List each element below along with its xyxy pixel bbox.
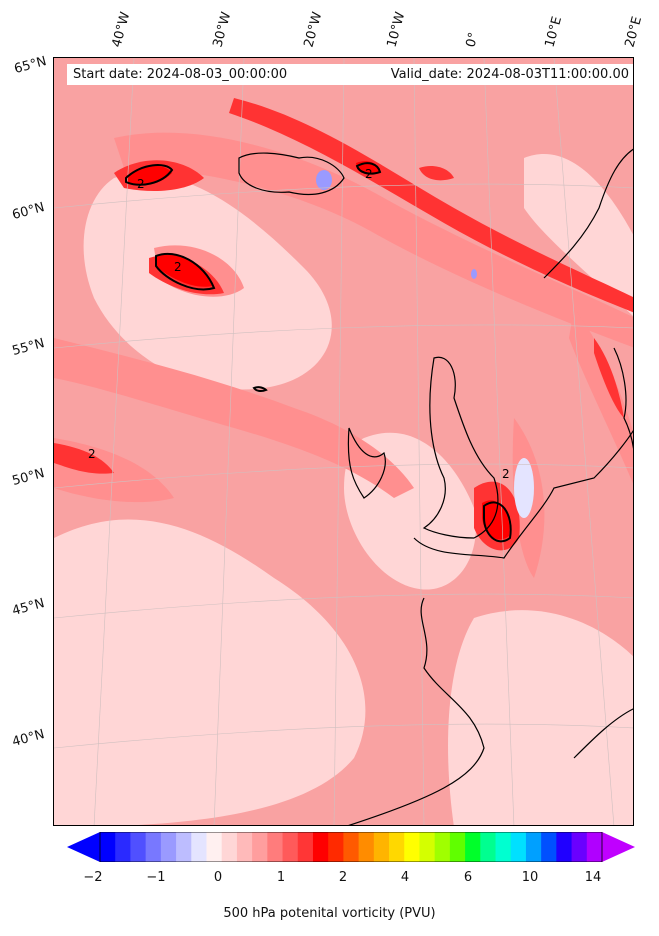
colorbar-cell [160,832,177,862]
colorbar-extend-low [67,832,100,862]
lat-label-60n: 60°N [10,200,47,223]
colorbar-cell [221,832,238,862]
colorbar-cell [100,832,116,862]
colorbar-cell [130,832,147,862]
colorbar-tick: 0 [213,870,223,885]
colorbar-frame [99,832,603,862]
colorbar-extend-high [602,832,635,862]
colorbar-cell [176,832,192,862]
colorbar-cell [358,832,375,862]
colorbar-cell [465,832,481,862]
lon-label-0: 0° [463,30,482,49]
colorbar-cell [480,832,497,862]
colorbar-cell [419,832,436,862]
low-pv-spot-north-sea [514,458,534,518]
colorbar-tick: −1 [146,870,166,885]
colorbar-cell [525,832,542,862]
lon-label-10w: 10°W [384,10,409,49]
start-date-label: Start date: 2024-08-03_00:00:00 [73,67,288,82]
colorbar-cell [115,832,131,862]
lon-label-20w: 20°W [301,10,326,49]
pv-field: 2 2 2 2 2 [54,58,633,825]
iceland-coast [238,152,345,195]
colorbar-cell [191,832,207,862]
colorbar-cell [449,832,466,862]
contour-label: 2 [174,260,182,274]
colorbar-cell [328,832,344,862]
colorbar-cell [556,832,573,862]
low-pv-regions [54,154,633,825]
great-britain-coast [422,356,499,539]
info-box: Start date: 2024-08-03_00:00:00 Valid_da… [67,64,633,85]
graticule [54,58,633,825]
pv2-contours [125,162,512,543]
sweden-coast [613,347,633,450]
lon-label-40w: 40°W [109,10,134,49]
colorbar-cell [282,832,299,862]
colorbar-cell [206,832,223,862]
colorbar-cell [510,832,527,862]
colorbar [67,832,635,862]
lat-label-45n: 45°N [10,596,47,619]
coastlines [238,148,633,825]
colorbar-cell [434,832,451,862]
colorbar-tick: 4 [400,870,410,885]
colorbar-cell [252,832,268,862]
colorbar-cell [404,832,420,862]
colorbar-cell [389,832,405,862]
ireland-coast [347,427,386,499]
france-iberia-coast [348,597,485,825]
colorbar-label: 500 hPa potenital vorticity (PVU) [223,906,436,921]
colorbar-cell [312,832,329,862]
colorbar-cell [236,832,253,862]
colorbar-cell [297,832,314,862]
contour-label: 2 [137,177,145,191]
colorbar-cell [343,832,360,862]
valid-date-label: Valid_date: 2024-08-03T11:00:00.00 [390,67,629,82]
lat-label-65n: 65°N [12,54,49,77]
negative-pv-spots [316,170,477,279]
lon-label-10e: 10°E [542,14,566,50]
lat-label-40n: 40°N [10,727,47,750]
colorbar-cell [267,832,284,862]
colorbar-cell [495,832,512,862]
contour-label: 2 [502,467,510,481]
colorbar-cell [586,832,603,862]
colorbar-tick: 1 [276,870,286,885]
lat-label-55n: 55°N [10,336,47,359]
contour-label: 2 [88,447,96,461]
map-panel: 2 2 2 2 2 [53,57,634,826]
colorbar-cell [541,832,557,862]
colorbar-tick: 6 [463,870,473,885]
lat-label-50n: 50°N [10,466,47,489]
colorbar-cell [145,832,162,862]
contour-labels: 2 2 2 2 2 [88,167,510,481]
colorbar-tick: 2 [338,870,348,885]
colorbar-tick: −2 [83,870,103,885]
mediterranean-coast [573,708,633,759]
continent-north-coast [413,430,633,559]
colorbar-tick: 10 [521,870,539,885]
lon-label-20e: 20°E [622,14,646,50]
norway-coast [543,148,633,279]
colorbar-tick: 14 [584,870,602,885]
colorbar-cells [100,832,603,862]
contour-label: 2 [365,167,373,181]
lon-label-30w: 30°W [210,10,235,49]
colorbar-cell [571,832,588,862]
colorbar-cell [373,832,390,862]
